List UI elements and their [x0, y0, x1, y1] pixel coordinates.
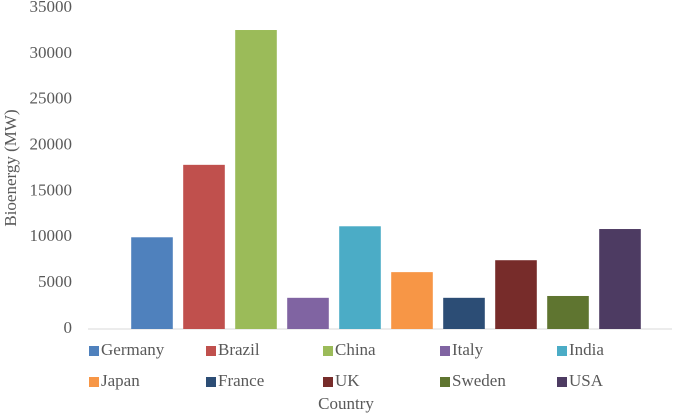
bar	[547, 295, 589, 329]
legend-label: Brazil	[218, 340, 260, 359]
bar	[235, 30, 277, 330]
legend-label: China	[335, 340, 376, 359]
legend-swatch	[323, 346, 333, 356]
y-tick-label: 20000	[30, 134, 73, 153]
bar	[599, 229, 641, 329]
y-tick-label: 15000	[30, 180, 73, 199]
y-tick-label: 0	[64, 318, 73, 337]
bar	[183, 164, 225, 329]
legend-swatch	[206, 346, 216, 356]
legend-label: Germany	[101, 340, 165, 359]
bar	[495, 260, 537, 329]
legend-label: Sweden	[452, 371, 506, 390]
legend-label: Italy	[452, 340, 484, 359]
y-tick-label: 30000	[30, 43, 73, 62]
legend-swatch	[89, 346, 99, 356]
bar	[287, 297, 329, 329]
legend-label: India	[569, 340, 604, 359]
legend-label: UK	[335, 371, 360, 390]
legend-swatch	[206, 377, 216, 387]
legend-label: USA	[569, 371, 604, 390]
bar	[391, 272, 433, 329]
y-tick-label: 5000	[38, 272, 72, 291]
legend-swatch	[89, 377, 99, 387]
y-axis-title: Bioenergy (MW)	[1, 109, 20, 226]
y-tick-label: 25000	[30, 89, 73, 108]
x-axis-title: Country	[318, 394, 374, 413]
y-tick-label: 35000	[30, 0, 73, 16]
legend-swatch	[557, 346, 567, 356]
legend-label: Japan	[101, 371, 140, 390]
legend-swatch	[557, 377, 567, 387]
legend-swatch	[323, 377, 333, 387]
bar	[131, 237, 173, 329]
bar	[443, 297, 485, 329]
legend-swatch	[440, 346, 450, 356]
legend-label: France	[218, 371, 264, 390]
bar	[339, 226, 381, 329]
y-tick-label: 10000	[30, 226, 73, 245]
legend-swatch	[440, 377, 450, 387]
